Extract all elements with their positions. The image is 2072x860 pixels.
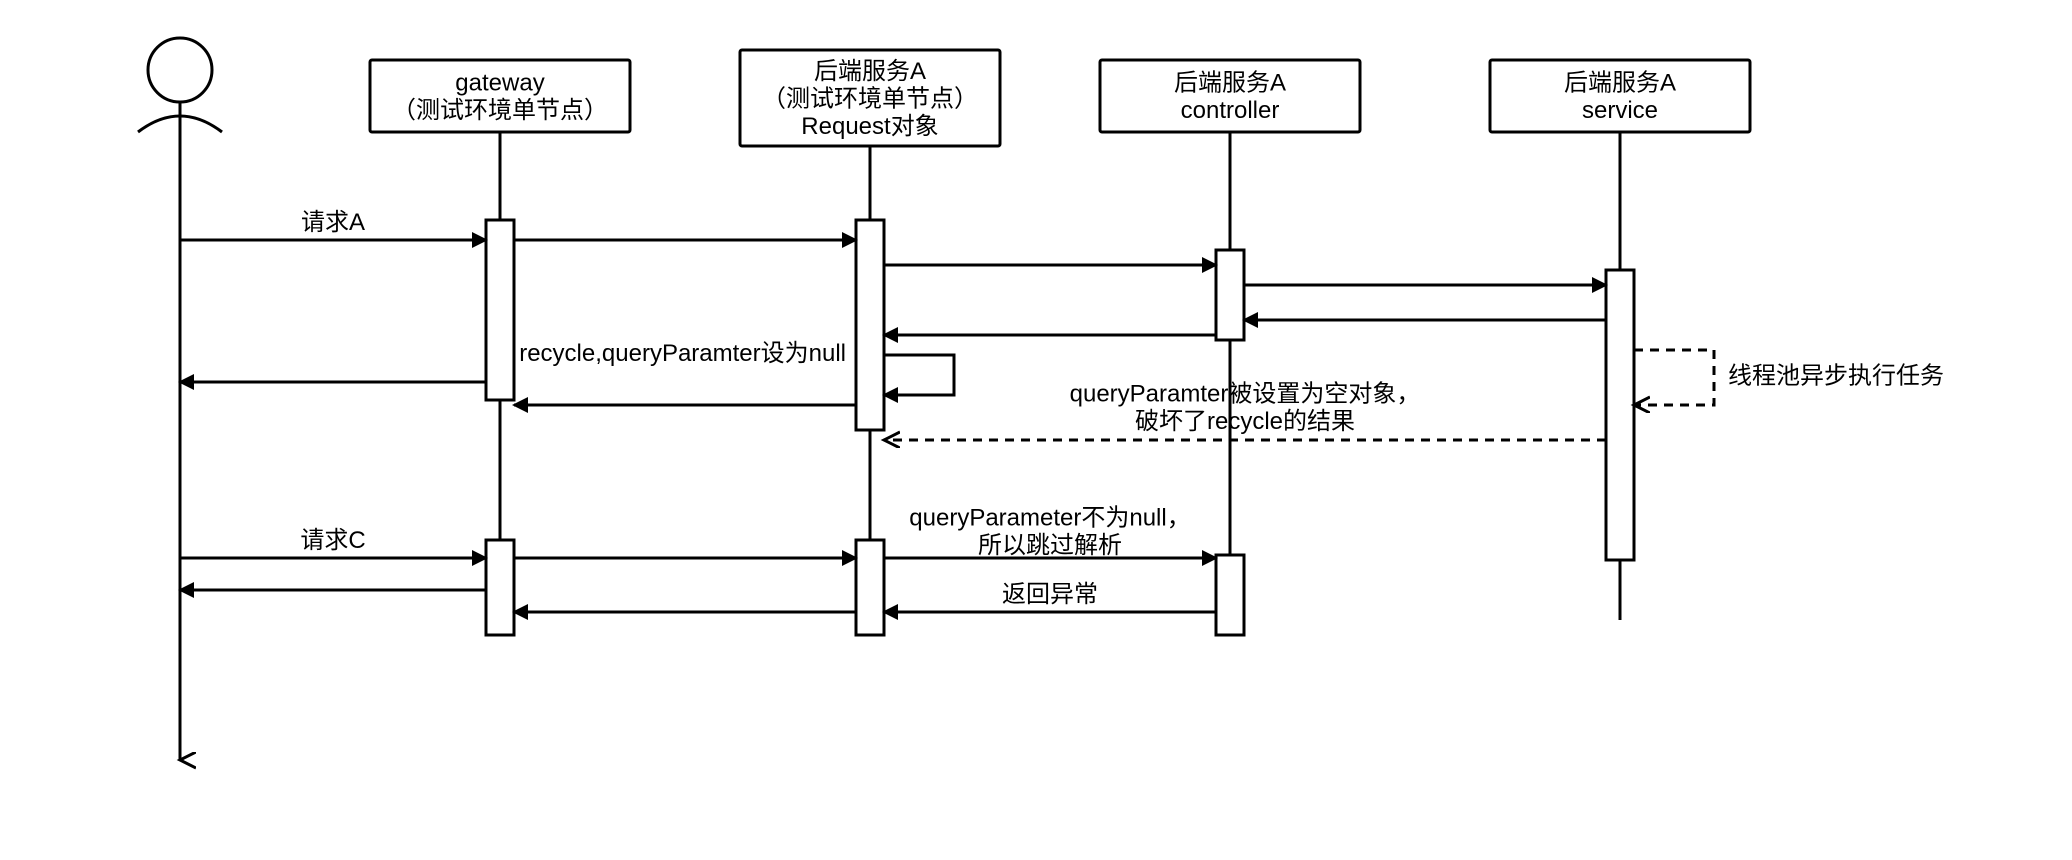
message-10: queryParamter被设置为空对象，破坏了recycle的结果 [884, 381, 1606, 440]
svg-text:gateway: gateway [455, 70, 544, 97]
svg-text:后端服务A: 后端服务A [1564, 70, 1676, 97]
message-6: recycle,queryParamter设为null [519, 340, 954, 395]
svg-text:线程池异步执行任务: 线程池异步执行任务 [1728, 363, 1944, 390]
activation-ctrl-2 [1216, 250, 1244, 340]
svg-text:controller: controller [1181, 97, 1280, 124]
svg-text:（测试环境单节点）: （测试环境单节点） [392, 97, 608, 124]
activation-req-1 [856, 220, 884, 430]
svg-text:Request对象: Request对象 [801, 113, 938, 140]
svg-text:recycle,queryParamter设为null: recycle,queryParamter设为null [519, 340, 846, 367]
activation-gw-0 [486, 220, 514, 400]
svg-text:（测试环境单节点）: （测试环境单节点） [762, 85, 978, 112]
message-9: 线程池异步执行任务 [1634, 350, 1944, 405]
svg-text:请求A: 请求A [301, 209, 365, 236]
svg-text:后端服务A: 后端服务A [814, 58, 926, 85]
activation-gw-4 [486, 540, 514, 635]
activation-ctrl-6 [1216, 555, 1244, 635]
message-13: queryParameter不为null，所以跳过解析 [884, 505, 1216, 560]
svg-text:queryParamter被设置为空对象，破坏了recycl: queryParamter被设置为空对象，破坏了recycle的结果 [1070, 381, 1421, 436]
message-11: 请求C [180, 527, 486, 558]
svg-text:service: service [1582, 97, 1658, 124]
svg-text:后端服务A: 后端服务A [1174, 70, 1286, 97]
svg-text:返回异常: 返回异常 [1002, 581, 1098, 608]
activation-req-5 [856, 540, 884, 635]
svg-text:请求C: 请求C [300, 527, 365, 554]
svg-text:queryParameter不为null，所以跳过解析: queryParameter不为null，所以跳过解析 [909, 505, 1190, 560]
actor [138, 38, 222, 760]
message-arrow [1634, 350, 1714, 405]
message-arrow [884, 355, 954, 395]
message-14: 返回异常 [884, 581, 1216, 612]
message-0: 请求A [180, 209, 486, 240]
activation-svc-3 [1606, 270, 1634, 560]
